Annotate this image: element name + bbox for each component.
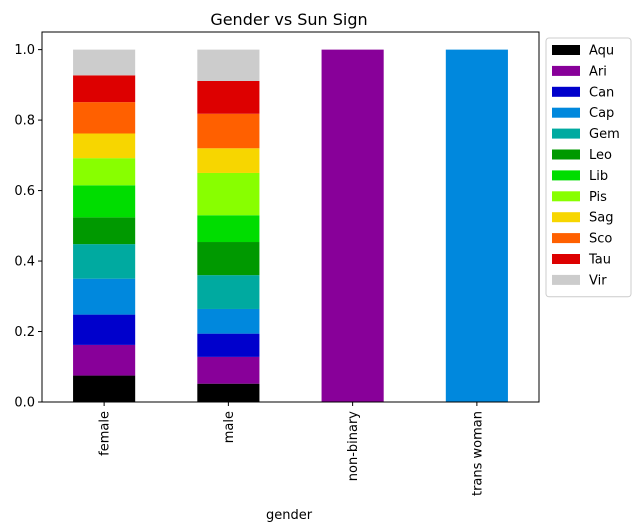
x-tick-label: trans woman — [470, 411, 485, 496]
y-tick-label: 0.4 — [14, 255, 35, 270]
bar-female-lib — [73, 185, 136, 218]
y-tick-label: 1.0 — [14, 43, 35, 58]
y-tick-label: 0.6 — [14, 184, 35, 199]
plot-frame — [41, 31, 540, 403]
bar-female-ari — [73, 344, 136, 376]
bar-male-pis — [197, 172, 260, 216]
legend-swatch-ari — [552, 65, 580, 76]
y-axis: 0.0 0.2 0.4 0.6 0.8 1.0 — [14, 43, 42, 411]
bar-female-leo — [73, 217, 136, 245]
bar-female-sag — [73, 133, 136, 159]
bar-trans-woman-cap — [445, 49, 508, 402]
legend-swatch-sag — [552, 212, 580, 223]
x-axis: female male non-binary trans woman — [98, 402, 485, 496]
legend-label-pis: Pis — [589, 190, 607, 205]
legend-swatch-sco — [552, 233, 580, 244]
legend-label-tau: Tau — [588, 253, 611, 268]
bar-male-lib — [197, 215, 260, 243]
bar-male-gem — [197, 275, 260, 309]
bar-female-tau — [73, 75, 136, 103]
bar-female-pis — [73, 158, 136, 186]
legend-swatch-lib — [552, 170, 580, 181]
y-tick-label: 0.8 — [14, 114, 35, 129]
legend-label-sco: Sco — [589, 232, 612, 247]
bar-male-can — [197, 333, 260, 357]
legend: Aqu Ari Can Cap Gem Leo Lib Pis Sag Sco Tau Vir — [545, 37, 632, 298]
legend-swatch-vir — [552, 274, 580, 285]
legend-swatch-pis — [552, 191, 580, 202]
bar-male-sco — [197, 113, 260, 149]
bar-male-leo — [197, 242, 260, 276]
legend-swatch-leo — [552, 149, 580, 160]
y-tick-label: 0.0 — [14, 396, 35, 411]
legend-swatch-tau — [552, 254, 580, 264]
legend-label-gem: Gem — [589, 127, 620, 142]
bar-non-binary-ari — [321, 49, 384, 402]
bar-female-can — [73, 314, 136, 345]
legend-swatch-gem — [552, 128, 580, 139]
legend-label-aqu: Aqu — [589, 44, 614, 59]
x-tick-label: non-binary — [346, 411, 361, 482]
legend-label-leo: Leo — [589, 148, 612, 163]
legend-label-ari: Ari — [589, 64, 607, 79]
bar-female-sco — [73, 102, 136, 134]
y-tick-label: 0.2 — [14, 325, 35, 340]
legend-label-vir: Vir — [589, 273, 607, 288]
legend-label-cap: Cap — [589, 106, 614, 121]
legend-swatch-can — [552, 86, 580, 97]
bars-group — [73, 49, 508, 402]
bar-male-ari — [197, 356, 260, 384]
bar-male-tau — [197, 80, 260, 114]
x-axis-label: gender — [266, 508, 313, 523]
bar-female-aqu — [73, 375, 136, 402]
bar-male-sag — [197, 148, 260, 173]
legend-label-sag: Sag — [589, 211, 613, 226]
x-tick-label: male — [222, 411, 237, 443]
chart-title: Gender vs Sun Sign — [210, 10, 367, 29]
x-tick-label: female — [98, 411, 113, 456]
legend-label-lib: Lib — [589, 169, 608, 184]
bar-male-cap — [197, 308, 260, 334]
bar-female-vir — [73, 49, 136, 76]
legend-frame — [545, 37, 632, 298]
legend-swatch-cap — [552, 107, 580, 118]
bar-male-aqu — [197, 383, 260, 402]
bar-male-vir — [197, 49, 260, 81]
bar-female-cap — [73, 278, 136, 315]
legend-swatch-aqu — [552, 45, 580, 55]
legend-label-can: Can — [589, 85, 614, 100]
bar-female-gem — [73, 244, 136, 279]
